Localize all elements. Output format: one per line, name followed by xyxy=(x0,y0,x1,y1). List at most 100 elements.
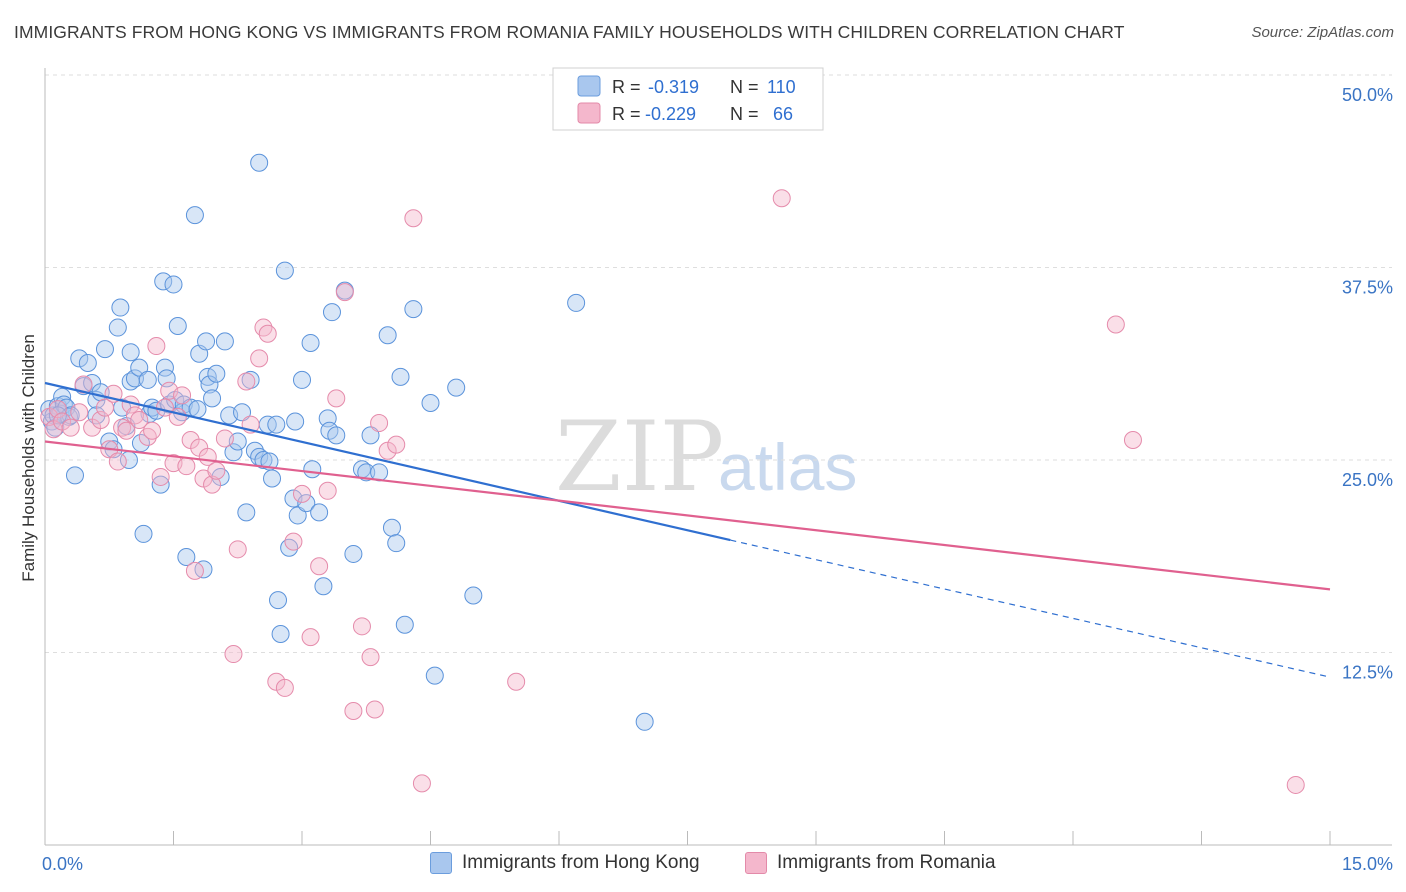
trend-line-hong-kong xyxy=(44,381,731,542)
point-hong-kong xyxy=(130,358,149,377)
point-romania xyxy=(250,349,269,368)
point-romania xyxy=(168,407,187,426)
point-romania xyxy=(310,557,329,576)
point-hong-kong xyxy=(447,378,466,397)
point-romania xyxy=(412,774,431,793)
point-romania xyxy=(327,389,346,408)
point-hong-kong xyxy=(288,506,307,525)
y-tick-label: 12.5% xyxy=(1342,663,1393,683)
point-hong-kong xyxy=(70,349,89,368)
axes xyxy=(44,68,1392,846)
point-hong-kong xyxy=(134,524,153,543)
point-hong-kong xyxy=(567,293,586,312)
point-romania xyxy=(185,561,204,580)
y-axis-label: Family Households with Children xyxy=(19,334,38,582)
point-hong-kong xyxy=(254,451,273,469)
point-hong-kong xyxy=(224,443,243,462)
point-romania xyxy=(147,337,166,356)
y-tick-label: 37.5% xyxy=(1342,278,1393,298)
point-romania xyxy=(318,481,337,500)
point-romania xyxy=(151,467,170,486)
point-romania xyxy=(404,209,423,228)
point-hong-kong xyxy=(301,333,320,352)
point-hong-kong xyxy=(151,475,170,494)
y-tick-label: 25.0% xyxy=(1342,470,1393,490)
point-hong-kong xyxy=(275,261,294,280)
legend-swatch-hong-kong xyxy=(577,75,601,97)
point-hong-kong xyxy=(95,340,114,359)
point-romania xyxy=(1106,315,1125,334)
point-romania xyxy=(370,414,389,433)
bottom-legend: Immigrants from Hong Kong Immigrants fro… xyxy=(0,852,1406,878)
point-hong-kong xyxy=(164,275,183,294)
point-hong-kong xyxy=(322,303,341,322)
point-romania xyxy=(130,410,149,429)
point-hong-kong xyxy=(154,272,173,291)
watermark: ZIP atlas xyxy=(555,401,857,513)
point-romania xyxy=(203,475,222,494)
point-hong-kong xyxy=(344,544,363,563)
point-hong-kong xyxy=(207,364,226,383)
point-romania xyxy=(1286,775,1305,794)
point-hong-kong xyxy=(404,300,423,319)
bottom-legend-swatch-romania xyxy=(745,852,767,874)
legend-n-value-2: 66 xyxy=(773,104,793,124)
point-romania xyxy=(344,702,363,721)
point-hong-kong xyxy=(263,469,282,488)
point-romania xyxy=(335,283,354,302)
legend-r-label-1: R = xyxy=(612,77,641,97)
point-hong-kong xyxy=(121,343,140,362)
point-hong-kong xyxy=(310,503,329,522)
point-romania xyxy=(70,403,89,422)
x-tick-label: 0.0% xyxy=(42,854,83,874)
legend-n-label-2: N = xyxy=(730,104,759,124)
point-hong-kong xyxy=(314,577,333,596)
trend-lines xyxy=(44,381,1331,678)
point-hong-kong xyxy=(188,400,207,419)
point-romania xyxy=(275,678,294,697)
bottom-legend-swatch-hong-kong xyxy=(430,852,452,874)
point-hong-kong xyxy=(303,460,322,479)
point-romania xyxy=(215,429,234,448)
point-romania xyxy=(772,189,791,208)
point-hong-kong xyxy=(327,426,346,445)
legend-n-value-1: 110 xyxy=(767,77,796,97)
watermark-atlas: atlas xyxy=(718,430,857,504)
point-hong-kong xyxy=(378,326,397,345)
point-hong-kong xyxy=(395,615,414,634)
watermark-zip: ZIP xyxy=(555,401,724,513)
gridlines xyxy=(45,74,1392,653)
point-hong-kong xyxy=(425,666,444,685)
point-romania xyxy=(117,421,136,440)
point-romania xyxy=(228,540,247,559)
point-hong-kong xyxy=(65,466,84,485)
x-tick-label: 15.0% xyxy=(1342,854,1393,874)
point-hong-kong xyxy=(464,586,483,605)
point-hong-kong xyxy=(361,426,380,445)
chart-title: IMMIGRANTS FROM HONG KONG VS IMMIGRANTS … xyxy=(14,22,1125,42)
legend-swatch-romania xyxy=(577,102,601,124)
point-romania xyxy=(293,484,311,503)
point-romania xyxy=(74,375,93,394)
point-hong-kong xyxy=(297,494,316,513)
point-hong-kong xyxy=(382,518,401,537)
point-hong-kong xyxy=(138,370,157,389)
point-hong-kong xyxy=(185,206,204,225)
point-hong-kong xyxy=(108,318,127,337)
point-romania xyxy=(143,421,162,440)
point-romania xyxy=(173,386,192,405)
legend-r-label-2: R = xyxy=(612,104,641,124)
point-hong-kong xyxy=(357,463,376,482)
source-note: Source: ZipAtlas.com xyxy=(1251,24,1394,41)
point-romania xyxy=(1123,430,1142,449)
point-romania xyxy=(207,461,226,480)
point-hong-kong xyxy=(269,591,288,610)
point-romania xyxy=(301,628,320,647)
point-romania xyxy=(507,672,526,691)
legend-r-value-2: -0.229 xyxy=(645,104,696,124)
point-romania xyxy=(237,372,256,391)
point-romania xyxy=(61,418,80,437)
point-romania xyxy=(224,645,243,664)
tick-labels: 12.5% 25.0% 37.5% 50.0% 0.0% 15.0% xyxy=(42,85,1393,874)
